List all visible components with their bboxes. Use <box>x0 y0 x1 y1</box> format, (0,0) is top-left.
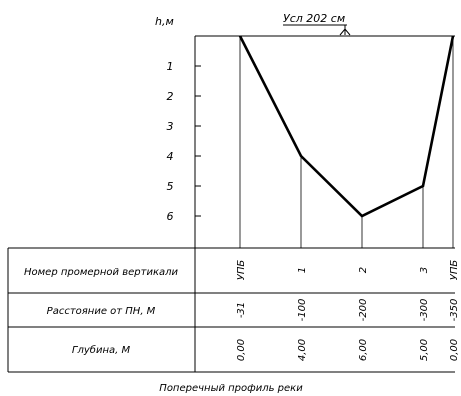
table-value-vertical-number-1: УПБ <box>236 260 247 281</box>
table-values: УПБ 1 2 3 УПБ -31 -100 -200 -300 -350 0,00 4,00 6,00… <box>236 260 460 362</box>
y-tick-label-3: 3 <box>167 120 174 133</box>
table-value-vertical-number-3: 2 <box>358 267 369 273</box>
y-tick-label-6: 6 <box>167 210 174 223</box>
water-level-label: Усл 202 см <box>283 12 345 25</box>
y-ticks: 1 2 3 4 5 6 <box>167 60 201 223</box>
table-value-depth-3: 6,00 <box>358 339 369 361</box>
y-tick-label-1: 1 <box>167 60 174 73</box>
table-value-vertical-number-4: 3 <box>419 267 430 273</box>
row-label-vertical-number: Номер промерной вертикали <box>24 267 179 278</box>
table-value-distance-1: -31 <box>236 302 247 318</box>
table-value-depth-1: 0,00 <box>236 339 247 361</box>
table-value-depth-2: 4,00 <box>297 339 308 361</box>
y-tick-label-4: 4 <box>167 150 174 163</box>
water-level-marker-icon <box>339 25 351 36</box>
table-value-distance-3: -200 <box>358 299 369 322</box>
row-label-depth: Глубина, М <box>72 344 131 356</box>
table-value-vertical-number-2: 1 <box>297 267 308 273</box>
y-tick-label-2: 2 <box>167 90 174 103</box>
profile-line <box>238 35 455 218</box>
chart-caption: Поперечный профиль реки <box>159 383 303 394</box>
table-value-distance-5: -350 <box>449 299 460 322</box>
table-value-depth-5: 0,00 <box>449 339 460 361</box>
measurement-verticals <box>239 36 454 248</box>
row-label-distance: Расстояние от ПН, М <box>47 306 156 317</box>
y-tick-label-5: 5 <box>167 180 174 193</box>
table-value-distance-2: -100 <box>297 299 308 322</box>
table-value-depth-4: 5,00 <box>419 339 430 361</box>
y-axis-label: h,м <box>155 15 174 28</box>
table-value-vertical-number-5: УПБ <box>449 260 460 281</box>
table-value-distance-4: -300 <box>419 299 430 322</box>
data-table: Номер промерной вертикали Расстояние от … <box>7 247 460 373</box>
